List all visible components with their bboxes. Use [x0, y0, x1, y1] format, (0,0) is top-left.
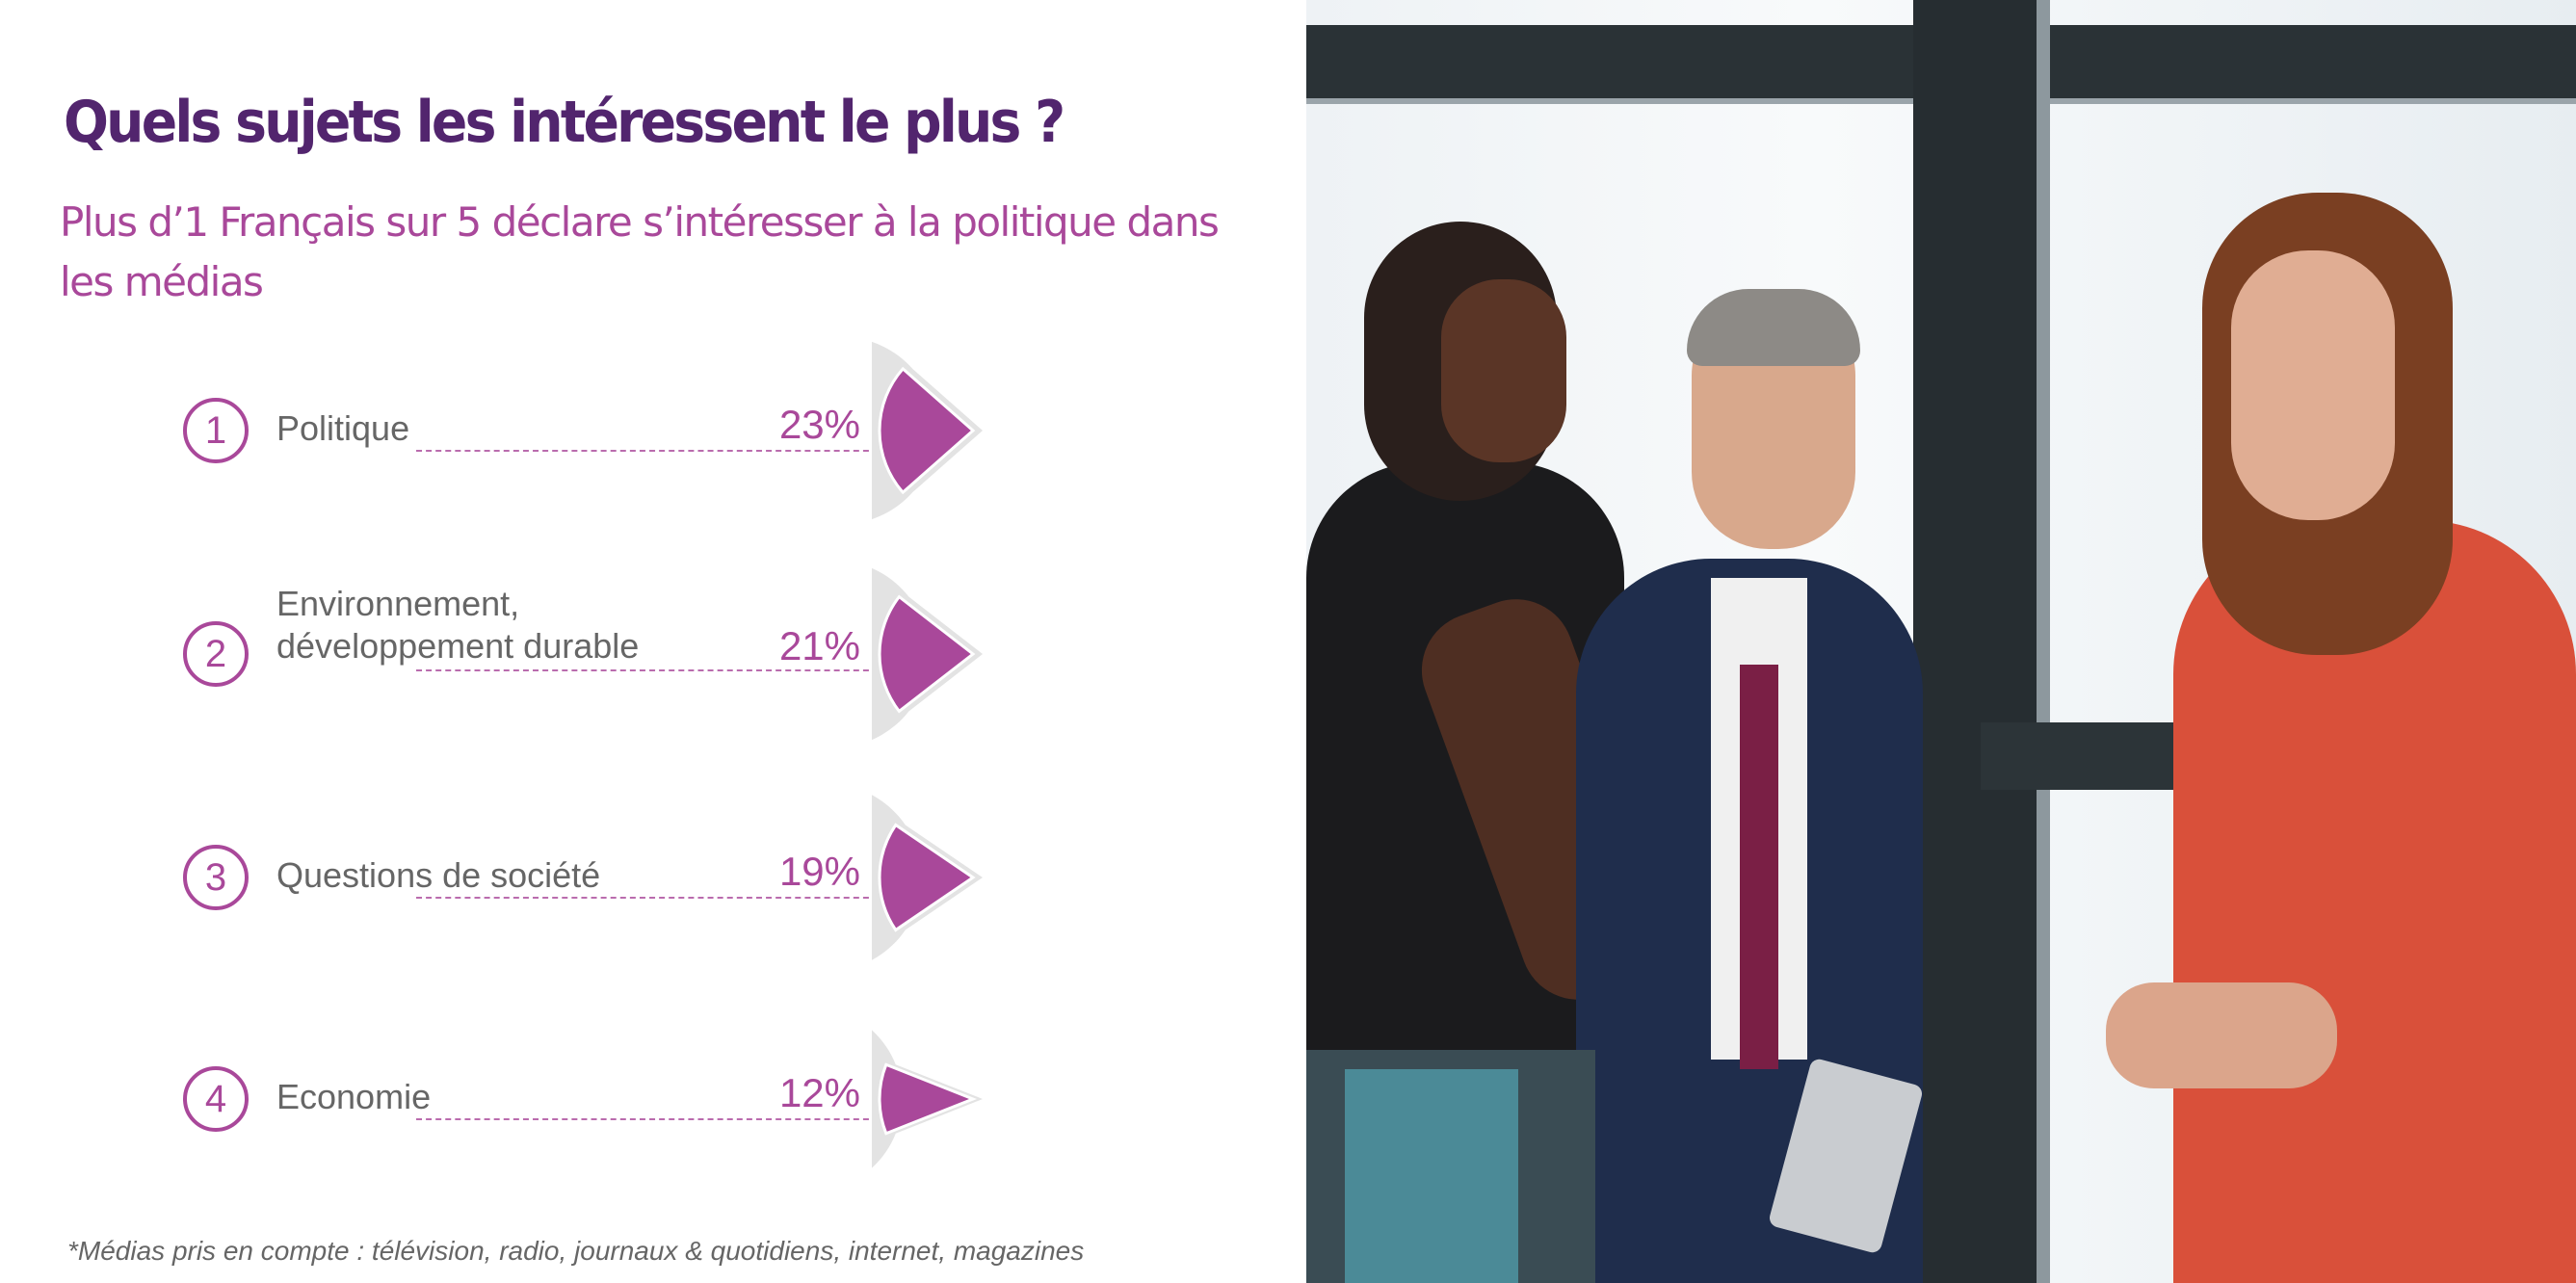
rank-badge: 1 [183, 398, 249, 463]
percent-label: 12% [778, 1070, 860, 1115]
pie-slice-value [878, 594, 976, 714]
pie-slice-value [878, 366, 976, 495]
percent-label: 23% [778, 402, 860, 447]
topic-row: 3 Questions de société 19% [0, 781, 1156, 974]
percent-label: 19% [778, 849, 860, 894]
dotted-leader-line [416, 450, 879, 452]
footnote: *Médias pris en compte : télévision, rad… [67, 1236, 1085, 1266]
dotted-leader-line [416, 1118, 879, 1120]
subtitle: Plus d’1 Français sur 5 déclare s’intére… [60, 198, 1220, 305]
topic-label: Questions de société [276, 855, 601, 895]
photo-business-people-talking [1306, 0, 2576, 1283]
dotted-leader-line [416, 897, 879, 899]
topic-row: 4 Economie 12% [0, 1003, 1156, 1195]
topic-label: Environnement, développement durable [276, 584, 640, 666]
pie-chart [872, 342, 983, 519]
dotted-leader-line [416, 669, 879, 671]
pie-chart [872, 1030, 983, 1168]
rank-badge: 2 [183, 621, 249, 687]
pie-slice-value [878, 823, 976, 932]
topic-label: Politique [276, 408, 410, 448]
topic-row: 1 Politique 23% [0, 334, 1156, 527]
rank-badge: 4 [183, 1066, 249, 1132]
pie-chart [872, 567, 983, 741]
page-title: Quels sujets les intéressent le plus ? [64, 89, 1065, 156]
topic-label: Economie [276, 1077, 432, 1116]
rank-badge: 3 [183, 845, 249, 910]
pie-slice-value [878, 1062, 978, 1136]
pie-chart [872, 795, 983, 960]
topic-row: 2 Environnement, développement durable 2… [0, 558, 1156, 750]
percent-label: 21% [778, 623, 860, 668]
